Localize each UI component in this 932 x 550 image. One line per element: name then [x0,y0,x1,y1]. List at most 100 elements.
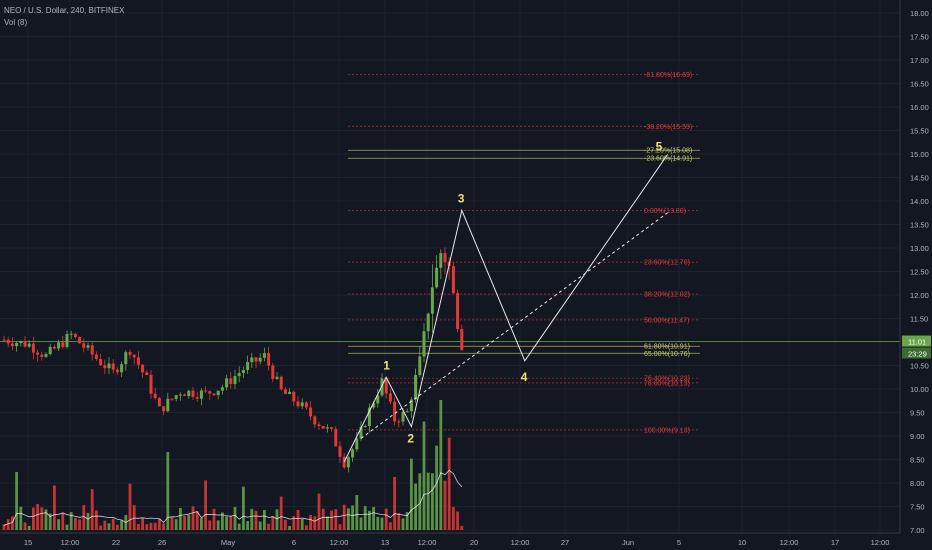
time-axis-background [0,533,932,550]
price-tick-label: 16.50 [910,80,929,89]
volume-bar [191,506,195,530]
time-tick-label: 12:00 [511,538,530,547]
price-tick-label: 9.00 [910,432,925,441]
candle-body [69,333,73,335]
candle-body [225,378,229,388]
time-tick-label: 5 [677,538,681,547]
candle-body [195,397,199,399]
candle-body [10,343,14,347]
price-tick-label: 10.50 [910,362,929,371]
volume-bar [246,521,249,530]
price-tick-label: 8.00 [910,479,925,488]
time-tick-label: 12:00 [61,538,80,547]
candle-body [153,393,157,399]
candle-body [187,390,191,397]
fibonacci-levels: -61.80%(16.69) -38.20%(15.59) -27.20%(15.0… [0,72,900,434]
candle-body [36,352,40,355]
volume-bar [174,519,178,530]
candle-body [346,457,350,468]
candle-body [27,343,31,347]
volume-bar [158,518,161,530]
volume-bar [355,494,359,530]
candle-body [128,352,132,355]
candle-body [86,345,90,348]
candle-body [132,354,136,358]
time-axis[interactable]: 15 12:00 22 26 May 6 12:00 13 12:00 20 12:00 27 Jun 5… [0,532,932,550]
candle-body [208,391,212,394]
candle-body [220,387,224,391]
volume-bar [82,505,86,530]
candle-body [44,354,48,357]
time-tick-label: Jun [622,538,634,547]
price-tick-label: 11.50 [910,315,928,324]
volume-bar [128,483,132,530]
candle-body [393,401,397,422]
volume-bar [48,513,52,530]
volume-bar [447,437,451,530]
candle-body [271,365,275,379]
volume-bar [267,523,270,530]
volume-bar [86,512,90,530]
candle-body [283,389,287,394]
time-tick-label: 20 [470,538,478,547]
price-tick-label: 12.50 [910,268,929,277]
volume-bar [187,514,191,530]
volume-bar [372,506,375,530]
volume-bar [204,480,207,530]
candle-body [397,421,401,423]
volume-bar [258,521,262,530]
volume-bar [149,522,153,530]
volume-bar [212,508,216,530]
price-tick-label: 13.00 [910,244,929,253]
candle-body [90,345,94,355]
volume-bar [321,508,325,530]
volume-bar [279,496,283,530]
volume-bar [137,524,140,530]
candle-body [241,370,245,374]
fib-level-label: -27.20%(15.08) [644,148,692,155]
candle-body [451,265,455,294]
volume-bar [74,517,77,530]
candle-body [355,438,359,450]
volume-bar [288,525,291,530]
candle-body [115,369,119,373]
candle-body [124,352,128,365]
wave-label-2: 2 [407,432,414,446]
volume-bar [393,477,396,530]
candle-body [178,394,182,396]
volume-bar [351,505,354,530]
candle-body [162,406,166,412]
time-tick-label: 27 [561,538,569,547]
volume-bar [368,510,371,530]
volume-bar [443,480,447,530]
volume-bar [380,517,384,530]
volume-bar [111,518,115,530]
price-axis[interactable]: 18.00 17.50 17.00 16.50 16.00 15.50 15.00 14.50… [899,0,932,550]
volume-bar [338,524,342,530]
volume-bar [313,516,317,530]
candle-body [6,339,10,344]
volume-bar [456,511,459,530]
volume-bar [216,520,220,530]
fib-level-label: 78.60%(10.13) [644,380,690,387]
price-tick-label: 14.00 [910,197,929,206]
symbol-title: NEO / U.S. Dollar, 240, BITFINEX [4,6,125,15]
volume-bar [166,452,170,530]
volume-bar [405,512,409,530]
countdown-badge [902,347,931,359]
candle-body [405,411,409,413]
candle-body [330,427,334,429]
candle-body [267,353,271,366]
volume-indicator-label: Vol (8) [4,18,28,27]
price-tick-label: 12.00 [910,291,929,300]
time-tick-label: May [221,538,235,547]
time-tick-label: 17 [831,538,839,547]
candle-body [82,343,86,348]
volume-bar [116,524,119,530]
volume-bar [275,509,279,530]
volume-bar [99,525,102,530]
time-tick-label: 15 [24,538,32,547]
